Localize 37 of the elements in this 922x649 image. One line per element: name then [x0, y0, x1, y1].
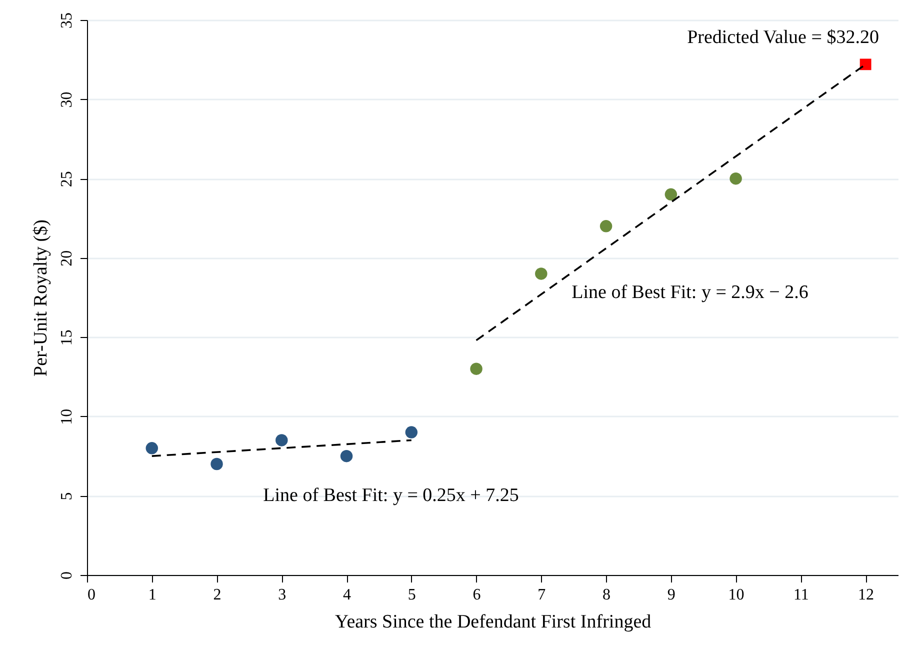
point	[600, 220, 612, 232]
point	[664, 188, 678, 201]
annotation: Line of Best Fit: y = 2.9x − 2.6	[572, 282, 808, 303]
x-tick-label: 8	[602, 586, 611, 604]
x-tick-label: 4	[343, 586, 352, 604]
y-tick-label: 25	[58, 171, 76, 188]
point	[146, 442, 158, 454]
annotation: Predicted Value = $32.20	[687, 27, 879, 48]
x-tick-label: 7	[538, 586, 546, 604]
annotation: Line of Best Fit: y = 0.25x + 7.25	[263, 485, 519, 506]
x-tick-label: 1	[148, 586, 156, 604]
x-tick-label: 5	[408, 586, 416, 604]
point	[730, 172, 742, 185]
point	[860, 58, 872, 70]
y-tick-label: 15	[58, 330, 76, 346]
x-tick-label: 11	[793, 586, 809, 604]
point	[470, 362, 482, 375]
y-tick-label: 10	[58, 408, 76, 425]
x-tick-label: 12	[858, 586, 874, 604]
x-tick-label: 0	[88, 586, 96, 604]
point	[210, 458, 223, 470]
x-tick-label: 9	[667, 586, 676, 604]
y-tick-label: 0	[58, 572, 76, 580]
x-tick-label: 6	[472, 586, 481, 604]
x-tick-label: 10	[728, 586, 744, 604]
x-axis-title: Years Since the Defendant First Infringed	[334, 612, 652, 632]
y-tick-label: 5	[58, 492, 76, 500]
point	[340, 450, 353, 462]
x-tick-label: 2	[213, 586, 222, 604]
y-axis-title: Per-Unit Royalty ($)	[30, 220, 52, 376]
y-tick-label: 20	[58, 250, 76, 266]
y-tick-label: 35	[58, 12, 76, 28]
y-tick-label: 30	[58, 92, 76, 108]
point	[535, 268, 548, 280]
point	[405, 426, 418, 438]
x-tick-label: 3	[278, 586, 286, 604]
point	[276, 434, 288, 446]
